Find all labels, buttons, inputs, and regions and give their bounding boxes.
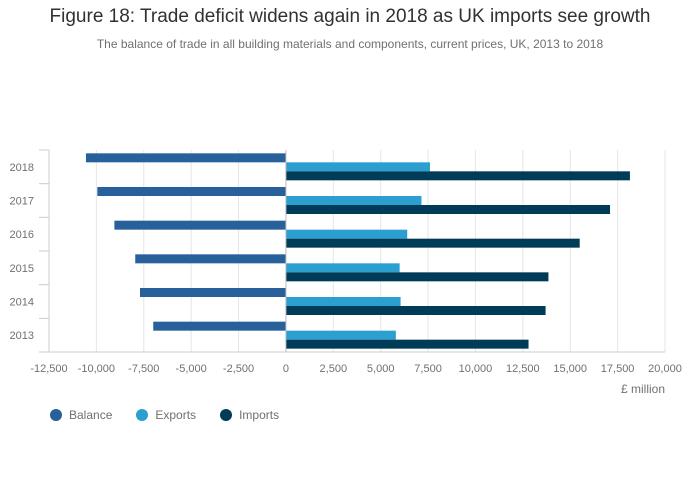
y-tick-label: 2014 bbox=[10, 297, 34, 309]
x-tick-label: 12,500 bbox=[506, 363, 540, 375]
x-tick-label: -10,000 bbox=[78, 363, 115, 375]
x-tick-label: 17,500 bbox=[601, 363, 635, 375]
y-tick-label: 2016 bbox=[10, 229, 34, 241]
legend-swatch-balance bbox=[50, 409, 62, 421]
x-tick-label: 5,000 bbox=[367, 363, 395, 375]
legend-item-exports[interactable]: Exports bbox=[136, 408, 196, 422]
legend-swatch-imports bbox=[220, 409, 233, 421]
x-tick-label: -7,500 bbox=[128, 363, 159, 375]
bar-balance-2015[interactable] bbox=[135, 254, 286, 264]
bar-balance-2017[interactable] bbox=[97, 187, 286, 196]
chart-title: Figure 18: Trade deficit widens again in… bbox=[49, 6, 651, 27]
legend-swatch-exports bbox=[136, 409, 149, 421]
bar-exports-2016[interactable] bbox=[285, 229, 408, 239]
bar-imports-2017[interactable] bbox=[285, 205, 611, 214]
x-axis-unit-label: £ million bbox=[620, 382, 665, 396]
x-axis: -12,500 -10,000 -7,500 -5,000 -2,500 0 2,500 5,… bbox=[30, 363, 681, 375]
legend-label-balance: Balance bbox=[69, 408, 113, 422]
bar-balance-2018[interactable] bbox=[85, 153, 286, 163]
bars bbox=[85, 150, 630, 352]
legend: Balance Exports Imports bbox=[50, 408, 303, 422]
bar-exports-2018[interactable] bbox=[285, 162, 430, 172]
legend-label-imports: Imports bbox=[239, 408, 280, 422]
y-tick-label: 2017 bbox=[10, 196, 34, 208]
bar-imports-2018[interactable] bbox=[285, 171, 630, 181]
y-tick-label: 2013 bbox=[10, 330, 34, 342]
x-tick-label: -2,500 bbox=[223, 363, 254, 375]
bar-exports-2014[interactable] bbox=[285, 297, 401, 306]
bar-exports-2015[interactable] bbox=[285, 263, 400, 273]
x-tick-label: 0 bbox=[283, 363, 289, 375]
legend-item-imports[interactable]: Imports bbox=[220, 408, 279, 422]
chart-subtitle: The balance of trade in all building mat… bbox=[96, 37, 604, 51]
x-tick-label: 7,500 bbox=[414, 363, 442, 375]
y-tick-label: 2015 bbox=[10, 263, 34, 275]
bar-imports-2014[interactable] bbox=[285, 306, 546, 315]
x-tick-label: 2,500 bbox=[320, 363, 348, 375]
legend-item-balance[interactable]: Balance bbox=[50, 408, 112, 422]
bar-balance-2016[interactable] bbox=[114, 220, 286, 230]
y-axis: 2013 2014 2015 2016 2017 2018 bbox=[10, 162, 34, 342]
bar-exports-2013[interactable] bbox=[285, 330, 396, 340]
bar-imports-2013[interactable] bbox=[285, 339, 529, 349]
x-tick-label: 20,000 bbox=[648, 363, 682, 375]
x-tick-label: 10,000 bbox=[459, 363, 493, 375]
grid bbox=[39, 149, 666, 353]
bar-balance-2013[interactable] bbox=[153, 321, 286, 331]
bar-imports-2015[interactable] bbox=[285, 272, 549, 282]
x-tick-label: -12,500 bbox=[30, 363, 67, 375]
x-tick-label: -5,000 bbox=[176, 363, 207, 375]
x-tick-label: 15,000 bbox=[553, 363, 587, 375]
bar-imports-2016[interactable] bbox=[285, 238, 580, 248]
y-tick-label: 2018 bbox=[10, 162, 34, 174]
bar-balance-2014[interactable] bbox=[139, 288, 286, 297]
legend-label-exports: Exports bbox=[155, 408, 197, 422]
bar-exports-2017[interactable] bbox=[285, 196, 422, 205]
